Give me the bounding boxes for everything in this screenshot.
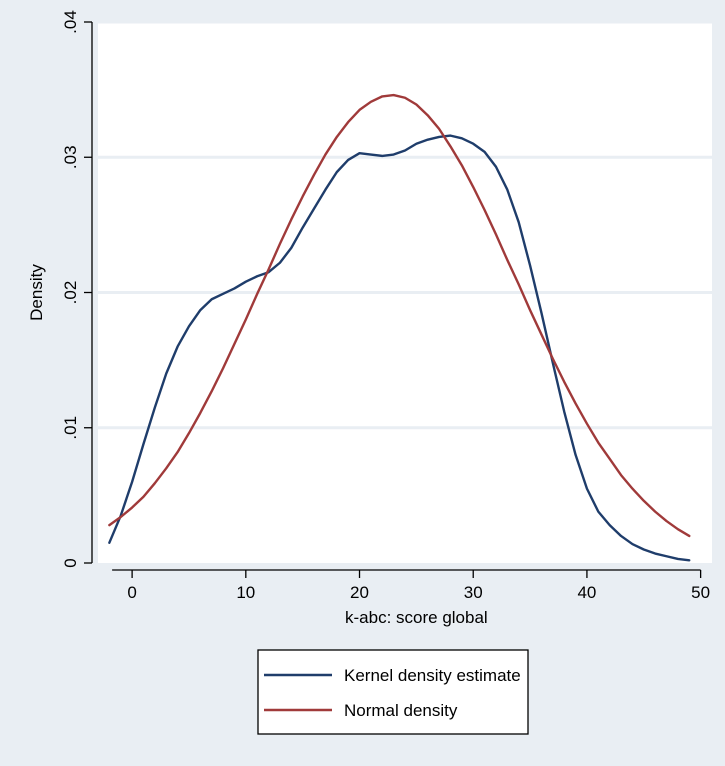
legend: Kernel density estimate Normal density <box>257 649 529 735</box>
legend-label-normal: Normal density <box>344 701 458 720</box>
legend-box <box>257 649 529 735</box>
x-tick-label: 40 <box>577 583 596 602</box>
y-axis-title: Density <box>27 264 46 321</box>
y-tick-label: .04 <box>61 10 80 34</box>
y-tick-label: .02 <box>61 281 80 305</box>
x-tick-label: 20 <box>350 583 369 602</box>
y-tick-label: .01 <box>61 416 80 440</box>
series-line-kernel-density <box>108 134 691 562</box>
x-tick-label: 30 <box>464 583 483 602</box>
gridlines <box>98 20 712 430</box>
legend-label-kernel: Kernel density estimate <box>344 666 521 685</box>
x-tick-label: 0 <box>127 583 136 602</box>
x-tick-label: 50 <box>691 583 710 602</box>
y-tick-label: .03 <box>61 145 80 169</box>
series-line-normal-density <box>108 93 691 538</box>
x-axis-title: k-abc: score global <box>345 608 488 627</box>
axes: 0 .01 .02 .03 .04 0 10 20 30 40 50 <box>61 10 710 602</box>
series-lines <box>108 93 691 562</box>
x-tick-label: 10 <box>236 583 255 602</box>
y-tick-label: 0 <box>61 558 80 567</box>
